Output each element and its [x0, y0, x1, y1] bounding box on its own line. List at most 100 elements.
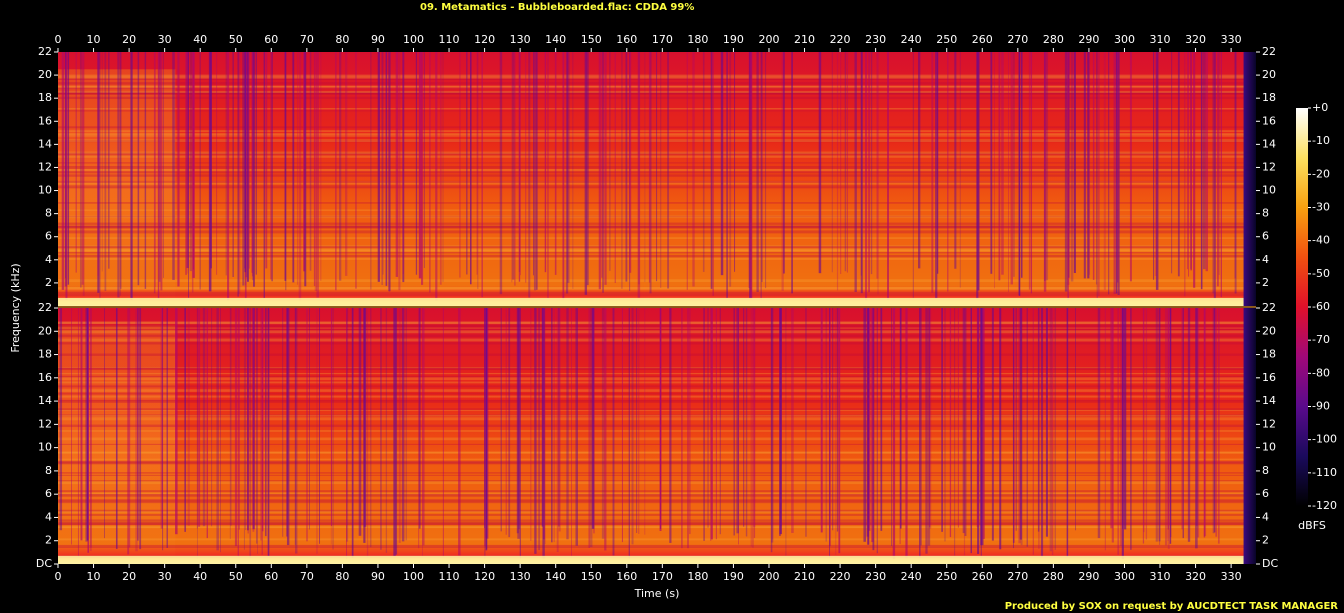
intro-region — [58, 69, 176, 307]
streak — [736, 308, 739, 534]
streak — [187, 52, 189, 274]
y-tick-label: 2 — [1262, 534, 1269, 547]
streak — [566, 308, 569, 540]
streak — [925, 308, 928, 554]
streak — [97, 52, 99, 276]
band — [58, 327, 1256, 329]
streak — [89, 308, 92, 548]
streak — [117, 52, 120, 298]
streak — [868, 52, 870, 293]
band — [58, 430, 1256, 432]
streak — [216, 52, 218, 275]
streak — [128, 308, 131, 548]
streak — [528, 52, 531, 298]
y-tick-label: 2 — [1262, 276, 1269, 289]
streak — [184, 308, 186, 532]
streak — [518, 308, 521, 530]
band — [58, 324, 1256, 328]
x-tick-label: 50 — [229, 570, 243, 583]
streak — [1037, 308, 1040, 532]
streak — [712, 52, 714, 296]
streak — [644, 52, 646, 283]
y-tick-label: 16 — [38, 114, 52, 127]
streak — [638, 52, 640, 285]
band — [58, 338, 1256, 342]
x-tick-label: 30 — [158, 570, 172, 583]
streak — [101, 52, 103, 272]
x-tick-label: 250 — [936, 570, 957, 583]
streak — [89, 308, 92, 552]
streak — [1159, 308, 1161, 545]
streak — [637, 52, 641, 298]
x-tick-label: 210 — [794, 33, 815, 46]
streak — [1095, 52, 1098, 285]
streak — [1104, 308, 1106, 551]
streak — [1202, 52, 1206, 270]
streak — [1167, 308, 1169, 530]
x-tick-label: 320 — [1185, 570, 1206, 583]
x-tick-label: 280 — [1043, 33, 1064, 46]
x-axis-label: Time (s) — [634, 587, 680, 600]
streak — [313, 52, 316, 286]
streak — [355, 52, 357, 289]
streak — [572, 52, 574, 289]
streak — [999, 308, 1002, 550]
streak — [511, 52, 513, 283]
x-tick-label: 310 — [1150, 33, 1171, 46]
streak — [870, 52, 873, 275]
streak — [339, 52, 342, 281]
streak — [351, 308, 354, 558]
streak — [252, 52, 254, 281]
streak — [358, 308, 362, 536]
streak — [1088, 52, 1091, 275]
streak — [249, 308, 252, 559]
streak — [565, 52, 569, 294]
streak — [309, 308, 310, 530]
streak — [261, 308, 263, 555]
x-tick-label: 300 — [1114, 33, 1135, 46]
band — [58, 480, 1256, 482]
streak — [163, 52, 164, 278]
streak — [1197, 308, 1200, 538]
streak — [246, 52, 249, 282]
x-tick-label: 0 — [55, 33, 62, 46]
band — [58, 461, 1256, 465]
colorbar-tick-label: -60 — [1312, 300, 1330, 313]
streak — [199, 52, 201, 290]
streak — [418, 308, 421, 529]
streak — [1169, 308, 1172, 544]
streak — [1186, 52, 1188, 270]
streak — [393, 308, 396, 557]
streak — [970, 308, 972, 554]
streak — [1155, 308, 1158, 542]
x-tick-label: 0 — [55, 570, 62, 583]
streak — [1234, 52, 1237, 294]
streak — [912, 52, 914, 298]
streak — [80, 308, 83, 541]
x-tick-label: 230 — [865, 33, 886, 46]
x-tick-label: 180 — [687, 33, 708, 46]
streak — [486, 308, 489, 539]
x-tick-label: 290 — [1078, 570, 1099, 583]
streak — [139, 308, 142, 550]
streak — [761, 52, 763, 283]
x-tick-label: 330 — [1221, 33, 1242, 46]
streak — [536, 52, 538, 290]
y-tick-label: 18 — [38, 91, 52, 104]
streak — [544, 308, 546, 545]
x-tick-label: 240 — [901, 33, 922, 46]
band — [58, 452, 1256, 454]
streak — [1030, 52, 1033, 294]
x-tick-label: 30 — [158, 33, 172, 46]
streak — [1064, 52, 1068, 292]
streak — [687, 308, 689, 549]
streak — [330, 308, 332, 527]
streak — [154, 52, 156, 287]
streak — [614, 52, 616, 283]
x-tick-label: 250 — [936, 33, 957, 46]
streak — [157, 52, 160, 299]
x-tick-label: 270 — [1007, 570, 1028, 583]
band — [58, 409, 1256, 412]
streak — [702, 52, 705, 272]
streak — [395, 52, 399, 277]
